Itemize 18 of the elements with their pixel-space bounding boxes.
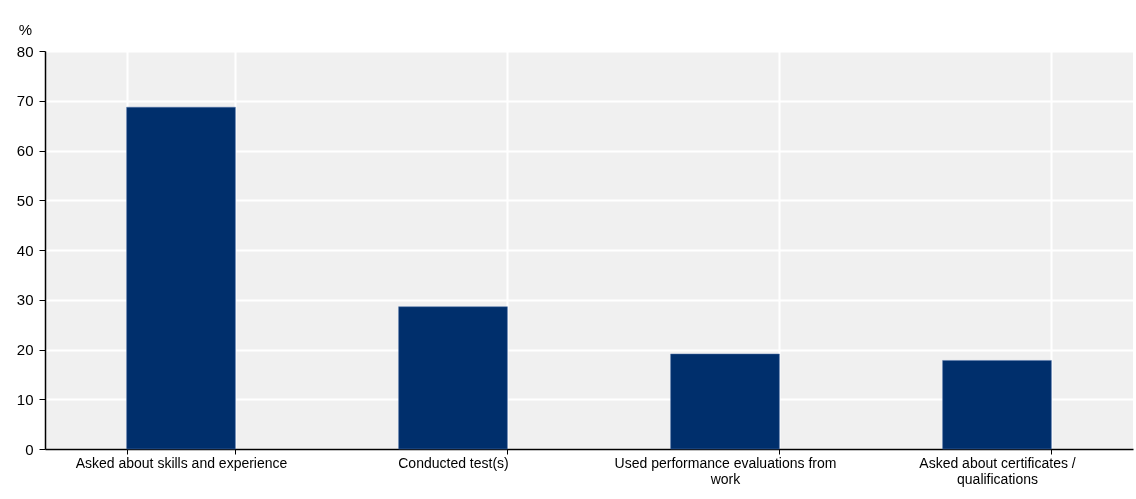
x-tick-label: Used performance evaluations from work xyxy=(614,454,837,487)
bar xyxy=(398,306,508,450)
y-axis-title: % xyxy=(18,20,33,38)
y-tick-label: 50 xyxy=(16,191,34,209)
bar xyxy=(670,353,780,450)
y-tick-label: 20 xyxy=(16,341,34,358)
y-tick-label: 10 xyxy=(16,390,34,408)
y-tick-label: 30 xyxy=(16,291,34,309)
y-tick-label: 40 xyxy=(16,241,34,259)
y-tick-label: 70 xyxy=(16,92,34,110)
y-tick-label: 0 xyxy=(25,440,34,458)
y-tick-label: 60 xyxy=(16,142,34,159)
x-tick-label: Asked about skills and experience xyxy=(75,454,288,471)
x-tick-label: Conducted test(s) xyxy=(398,454,509,471)
y-tick-label: 80 xyxy=(16,42,34,60)
x-tick-label: Asked about certificates / qualifications xyxy=(919,454,1076,487)
bar xyxy=(126,106,236,450)
bar xyxy=(942,360,1052,450)
